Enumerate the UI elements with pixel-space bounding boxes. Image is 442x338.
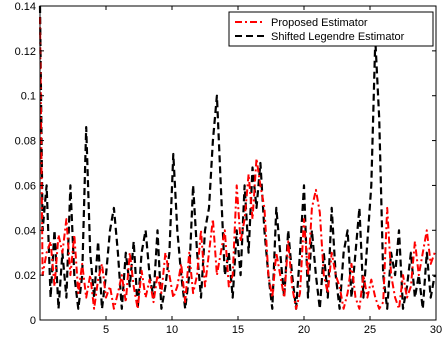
legend-label-shifted-legendre: Shifted Legendre Estimator	[271, 31, 405, 43]
x-tick-label: 10	[166, 324, 178, 336]
y-tick-label: 0.1	[21, 91, 36, 103]
y-tick-label: 0.08	[15, 136, 36, 148]
legend: Proposed Estimator Shifted Legendre Esti…	[228, 11, 434, 47]
legend-label-proposed: Proposed Estimator	[271, 17, 368, 29]
plot-background	[40, 6, 436, 320]
y-tick-label: 0.14	[15, 1, 36, 13]
y-tick-label: 0.02	[15, 270, 36, 282]
x-tick-label: 25	[364, 324, 376, 336]
tick-layer: 5 10 15 20 25 30 0 0.02 0.04 0.06 0.08 0.1 0.12 0.14	[15, 1, 442, 336]
y-tick-label: 0.04	[15, 225, 36, 237]
series-line-shifted-legendre	[38, 5, 436, 310]
series-line-proposed	[39, 17, 436, 310]
x-tick-label: 5	[103, 324, 109, 336]
x-tick-label: 15	[232, 324, 244, 336]
y-tick-label: 0	[30, 315, 36, 327]
y-tick-label: 0.06	[15, 180, 36, 192]
series-layer	[38, 5, 436, 310]
x-tick-label: 20	[298, 324, 310, 336]
y-tick-label: 0.12	[15, 46, 36, 58]
plot-area	[40, 6, 436, 320]
legend-box	[228, 11, 434, 47]
x-tick-label: 30	[430, 324, 442, 336]
